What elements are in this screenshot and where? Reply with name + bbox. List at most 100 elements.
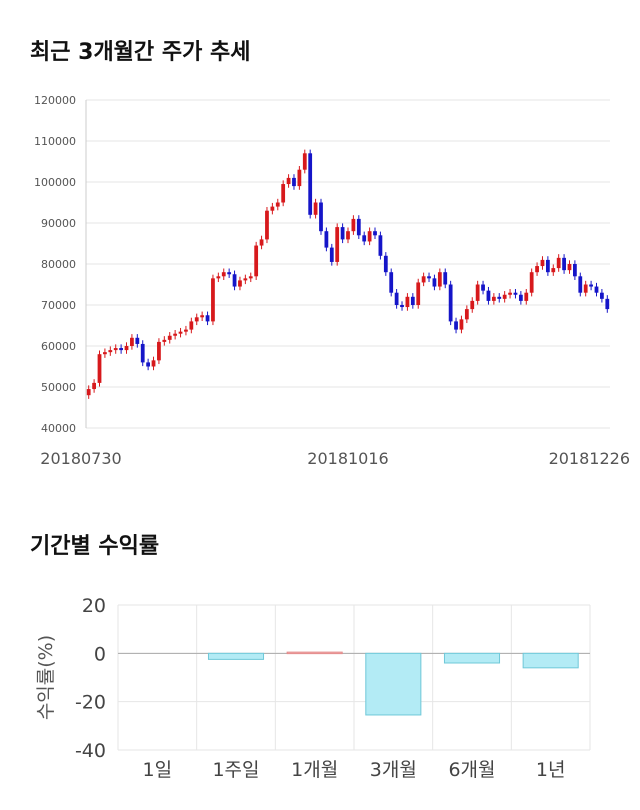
price-trend-title: 최근 3개월간 주가 추세 <box>30 40 251 65</box>
candle-body <box>151 360 156 367</box>
candle-body <box>265 210 269 240</box>
candle-body <box>524 292 529 301</box>
y-tick-label: -20 <box>75 692 106 714</box>
returns-bar-chart: 20 0 -20 -40 1일 1주일 1개월 3개월 6개월 1년 수익률(%) <box>35 595 591 781</box>
candle-body <box>481 284 485 291</box>
return-bar <box>443 652 501 664</box>
candle-body <box>248 276 253 279</box>
x-tick-label: 1년 <box>536 759 566 781</box>
candle-body <box>221 272 226 277</box>
candle-body <box>475 284 480 301</box>
candle-body <box>410 296 415 305</box>
candle-body <box>367 231 372 242</box>
candle-body <box>157 341 161 361</box>
x-tick-label: 1일 <box>143 759 173 781</box>
candle-body <box>281 184 286 203</box>
candle-body <box>594 286 599 293</box>
candle-body <box>238 280 242 287</box>
candle-body <box>232 274 237 287</box>
candle-body <box>470 300 475 310</box>
candle-body <box>92 382 96 390</box>
candle-body <box>135 337 140 344</box>
candle-body <box>497 296 502 299</box>
candle-body <box>184 329 188 332</box>
y-tick-label: 60000 <box>41 340 76 353</box>
return-bar <box>365 652 422 716</box>
y-tick-label: 120000 <box>34 94 76 107</box>
candle-body <box>605 298 610 310</box>
candle-body <box>270 206 275 211</box>
return-bar <box>522 652 579 669</box>
return-bar <box>286 651 343 655</box>
y-tick-label: 80000 <box>41 258 76 271</box>
candle-body <box>227 272 232 275</box>
candle-body <box>362 235 367 242</box>
candle-body <box>518 294 523 301</box>
candle-body <box>448 284 453 322</box>
candle-body <box>562 257 566 271</box>
candle-body <box>427 276 431 279</box>
candle-body <box>140 343 145 363</box>
candlestick-chart: 40000 50000 60000 70000 80000 90000 100000 1100… <box>34 94 630 468</box>
x-tick-label: 1개월 <box>291 759 338 781</box>
candle-body <box>340 227 345 240</box>
returns-title: 기간별 수익률 <box>30 534 160 559</box>
candle-body <box>400 305 404 308</box>
x-tick-label: 1주일 <box>212 759 259 781</box>
candle-body <box>416 282 421 305</box>
candle-body <box>200 315 205 318</box>
candle-body <box>119 348 124 351</box>
candle-body <box>335 227 340 262</box>
candle-body <box>86 389 91 396</box>
candle-body <box>108 350 113 353</box>
candle-body <box>194 317 199 322</box>
candle-body <box>437 272 442 287</box>
y-tick-label: -40 <box>75 740 106 762</box>
candle-body <box>97 354 102 383</box>
candle-body <box>459 319 464 330</box>
candle-body <box>292 177 296 187</box>
candle-body <box>356 218 361 236</box>
return-bar <box>207 652 265 660</box>
candle-body <box>313 202 318 215</box>
candle-body <box>189 321 194 330</box>
candle-body <box>508 292 512 295</box>
candle-body <box>600 292 604 299</box>
candle-body <box>302 153 307 170</box>
candle-body <box>464 309 469 320</box>
y-tick-label: 20 <box>82 595 106 617</box>
candle-body <box>173 333 178 336</box>
candle-body <box>535 266 539 273</box>
candle-body <box>589 284 593 287</box>
candle-body <box>162 339 167 342</box>
candle-body <box>324 231 329 248</box>
x-tick-label: 20181226 <box>549 449 630 468</box>
x-tick-label: 20181016 <box>307 449 388 468</box>
y-tick-label: 90000 <box>41 217 76 230</box>
candle-body <box>243 278 248 281</box>
candle-body <box>308 153 313 215</box>
candle-body <box>378 235 383 256</box>
candle-body <box>454 321 458 330</box>
candle-body <box>275 202 280 207</box>
candle-body <box>491 296 496 301</box>
y-tick-label: 0 <box>94 643 106 665</box>
candle-body <box>346 231 350 240</box>
y-axis-label: 수익률(%) <box>35 635 57 720</box>
candle-body <box>216 276 221 279</box>
candle-body <box>373 231 377 236</box>
candle-body <box>103 352 107 355</box>
candle-body <box>329 247 334 262</box>
x-tick-label: 6개월 <box>448 759 495 781</box>
candle-body <box>578 276 583 293</box>
candle-body <box>529 272 534 293</box>
candle-body <box>405 296 410 308</box>
candle-body <box>259 239 264 246</box>
candle-body <box>113 348 118 351</box>
candle-body <box>556 257 561 269</box>
candle-body <box>545 259 550 273</box>
candle-body <box>486 290 491 301</box>
candle-body <box>502 294 507 299</box>
candle-body <box>319 202 323 232</box>
candle-body <box>443 272 448 285</box>
